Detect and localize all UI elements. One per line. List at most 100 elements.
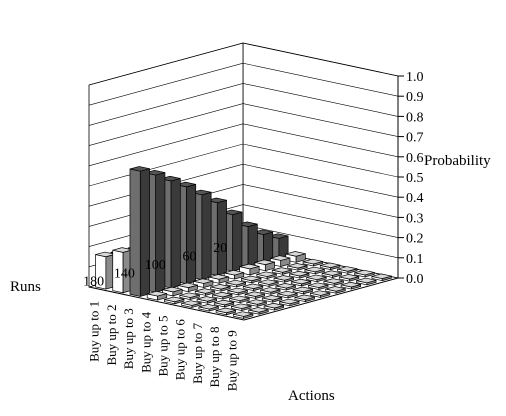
bar xyxy=(129,166,150,297)
bar-face-top xyxy=(212,291,233,298)
bar-face-top xyxy=(287,263,308,269)
bar xyxy=(210,284,231,292)
bar xyxy=(275,282,296,291)
bar xyxy=(215,307,236,316)
run-tick-label: 60 xyxy=(183,250,197,265)
bar-face-top xyxy=(289,270,310,277)
chart-labels: 0.0 0.1 0.2 0.3 0.4 0.5 0.6 0.7 0.8 0.9 1.0 20 60 100… xyxy=(83,70,423,391)
bar xyxy=(270,255,291,267)
bar xyxy=(196,296,217,304)
bar xyxy=(164,296,185,305)
bar-face-top xyxy=(264,302,284,309)
bar-face-top xyxy=(325,286,346,292)
action-tick-label: Buy up to 6 xyxy=(173,319,188,381)
action-tick-label: Buy up to 5 xyxy=(156,316,171,377)
bar-face-top xyxy=(256,271,277,277)
bar-face-top xyxy=(310,290,330,296)
bar xyxy=(308,282,329,291)
bar-face-top xyxy=(193,278,214,284)
action-tick-label: Buy up to 8 xyxy=(207,327,222,388)
bar-face-top xyxy=(337,266,358,272)
z-tick-label: 0.4 xyxy=(406,191,424,206)
z-tick-label: 0.1 xyxy=(406,252,424,267)
bar-face-side xyxy=(155,172,166,293)
run-tick-label: 140 xyxy=(114,266,135,281)
bar-face-top xyxy=(285,251,306,257)
floor-front-edge xyxy=(88,277,399,321)
run-tick-label: 180 xyxy=(83,275,104,290)
action-tick-label: Buy up to 1 xyxy=(87,301,102,362)
bar-face-top xyxy=(260,287,281,293)
z-tick-label: 1.0 xyxy=(406,70,424,85)
bar-face-top xyxy=(162,286,183,293)
bar-face-top xyxy=(244,291,265,297)
run-tick-label: 100 xyxy=(145,258,166,273)
bar-face-top xyxy=(222,209,243,216)
bar xyxy=(241,275,262,284)
bar-face-top xyxy=(248,307,269,313)
bar-face-top xyxy=(304,266,325,273)
bar-face-top xyxy=(323,278,344,284)
bar-face-top xyxy=(129,166,150,172)
bar xyxy=(325,286,346,294)
gridline-9 xyxy=(88,62,399,106)
bar-face-top xyxy=(177,282,198,289)
bar xyxy=(354,269,375,278)
bar-face-side xyxy=(139,168,150,297)
bar xyxy=(289,270,310,279)
bar xyxy=(294,294,315,303)
chart-axes xyxy=(88,75,404,321)
bar-face-top xyxy=(308,282,329,288)
run-tick-label: 20 xyxy=(213,241,227,256)
bar xyxy=(261,295,283,303)
bar xyxy=(227,287,248,296)
bar-face-top xyxy=(160,175,181,182)
bar-face-top xyxy=(254,259,275,265)
bar-face-top xyxy=(196,296,217,302)
bar-face-top xyxy=(341,281,361,288)
bar-face-side xyxy=(201,191,212,281)
bar-face-top xyxy=(208,274,229,280)
bar xyxy=(338,274,360,282)
bar xyxy=(279,298,300,307)
bar xyxy=(340,281,362,290)
bar-face-top xyxy=(233,311,253,317)
gridline-10 xyxy=(88,42,399,86)
bar-face-side xyxy=(170,177,181,289)
bar-face-top xyxy=(198,303,219,310)
z-tick-label: 0.7 xyxy=(406,131,424,146)
bar-face-side xyxy=(247,223,258,268)
x-axis-label: Actions xyxy=(288,388,335,404)
bar-face-top xyxy=(195,288,215,294)
bar xyxy=(194,288,216,296)
bar xyxy=(271,267,293,275)
bar-face-side xyxy=(232,211,243,272)
bar-face-top xyxy=(291,278,311,285)
bar-face-top xyxy=(273,275,294,281)
gridline-6 xyxy=(88,123,399,167)
bar xyxy=(321,270,342,278)
action-tick-label: Buy up to 7 xyxy=(190,322,205,384)
z-tick-label: 0.2 xyxy=(406,232,424,247)
bar-face-top xyxy=(239,263,260,270)
bar xyxy=(290,278,312,287)
bar xyxy=(177,282,198,293)
bar-face-top xyxy=(294,294,315,300)
bar-face-top xyxy=(214,299,234,306)
bar xyxy=(256,271,277,280)
bar-face-top xyxy=(262,295,282,301)
bar xyxy=(244,291,265,299)
bar xyxy=(193,278,214,288)
bar-face-top xyxy=(268,233,289,239)
bar-face-top xyxy=(210,284,231,290)
bar-face-top xyxy=(371,273,392,279)
bar-face-top xyxy=(277,290,298,297)
bar xyxy=(309,290,331,298)
z-tick-label: 0.3 xyxy=(406,211,424,226)
bar-face-top xyxy=(191,189,212,196)
bar xyxy=(273,275,294,283)
bar-face-top xyxy=(275,282,296,289)
bar xyxy=(258,279,279,287)
bar-face-top xyxy=(224,269,244,276)
bar-face-top xyxy=(181,300,202,306)
